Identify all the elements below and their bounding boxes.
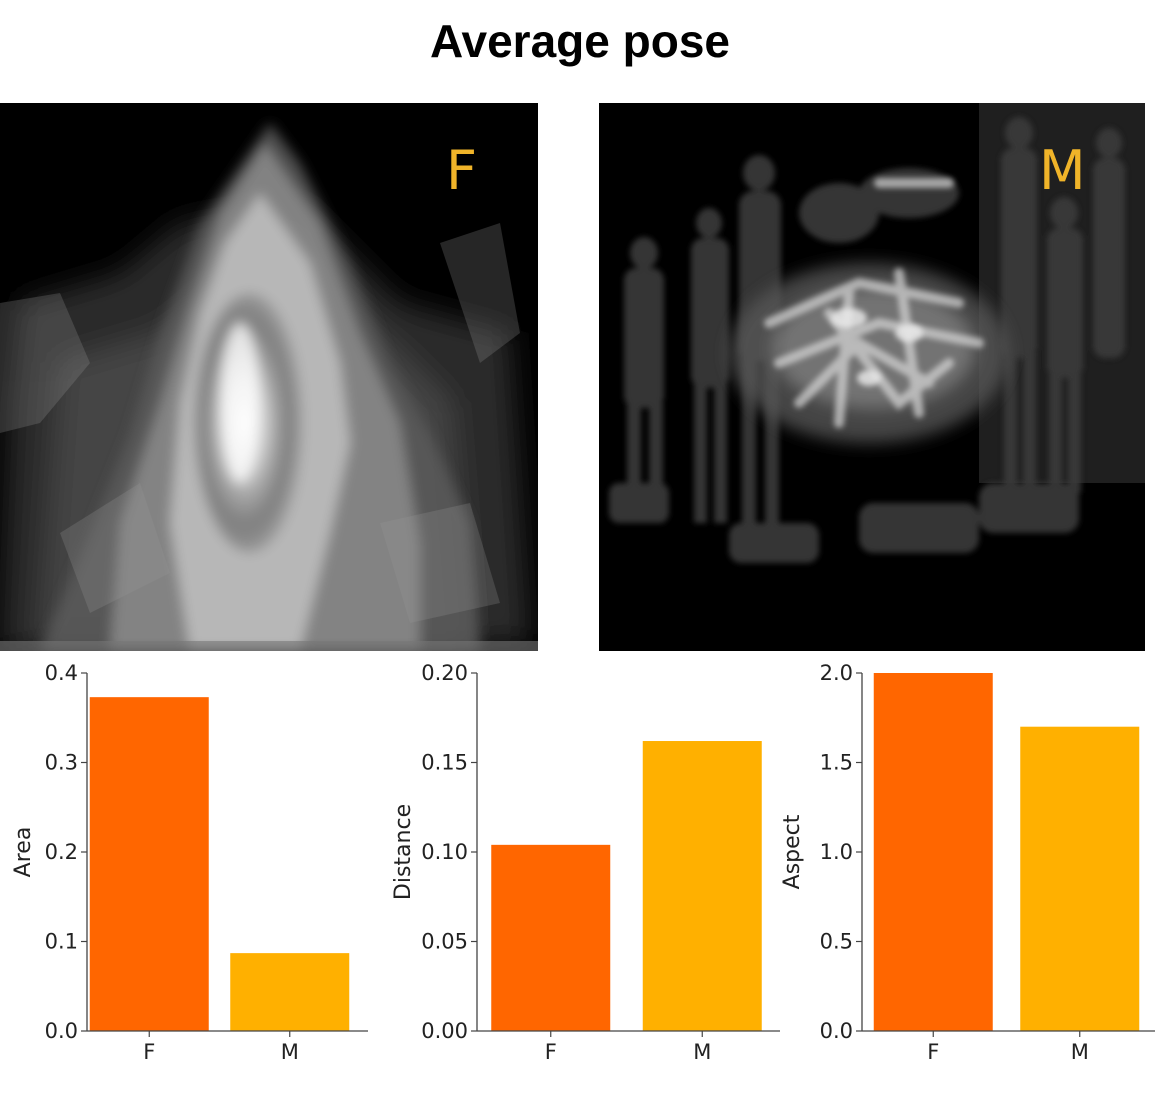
female-label: F: [446, 139, 478, 202]
x-tick-label: M: [1071, 1040, 1089, 1064]
y-tick-label: 0.15: [421, 751, 468, 775]
y-tick-label: 0.3: [45, 751, 78, 775]
y-tick-label: 0.0: [820, 1019, 853, 1043]
y-axis-title: Distance: [391, 804, 416, 900]
male-label: M: [1039, 139, 1086, 202]
x-tick-label: M: [693, 1040, 711, 1064]
y-axis-title: Aspect: [780, 814, 805, 889]
bar-M: [642, 741, 762, 1031]
bar-F: [873, 673, 993, 1031]
x-tick-label: F: [143, 1040, 155, 1064]
y-tick-label: 0.05: [421, 930, 468, 954]
y-tick-label: 1.5: [820, 751, 853, 775]
aspect-bar-chart-svg: F M 0.0 0.5 1.0 1.5 2.0 Aspect: [780, 661, 1155, 1064]
y-tick-label: 0.00: [421, 1019, 468, 1043]
y-tick-label: 0.4: [45, 661, 78, 685]
area-bar-chart: F M 0.0 0.1 0.2 0.3 0.4 Area: [0, 655, 390, 1075]
y-tick-label: 0.2: [45, 840, 78, 864]
y-tick-label: 0.5: [820, 930, 853, 954]
x-tick-label: F: [927, 1040, 939, 1064]
distance-bar-chart-svg: F M 0.00 0.05 0.10 0.15 0.20 Distance: [391, 661, 780, 1064]
male-average-pose-image: M: [599, 103, 1145, 651]
y-tick-label: 0.0: [45, 1019, 78, 1043]
distance-bar-chart: F M 0.00 0.05 0.10 0.15 0.20 Distance: [390, 655, 780, 1075]
x-tick-label: F: [545, 1040, 557, 1064]
y-tick-label: 1.0: [820, 840, 853, 864]
aspect-bar-chart: F M 0.0 0.5 1.0 1.5 2.0 Aspect: [770, 655, 1160, 1075]
y-tick-label: 0.10: [421, 840, 468, 864]
bar-M: [1020, 726, 1140, 1031]
y-tick-label: 0.1: [45, 930, 78, 954]
bar-F: [89, 697, 209, 1031]
female-average-pose-image: F: [0, 103, 538, 651]
y-axis-title: Area: [11, 827, 36, 878]
y-tick-label: 0.20: [421, 661, 468, 685]
area-bar-chart-svg: F M 0.0 0.1 0.2 0.3 0.4 Area: [11, 661, 368, 1064]
figure-title: Average pose: [430, 15, 730, 67]
y-tick-label: 2.0: [820, 661, 853, 685]
bar-F: [491, 844, 611, 1031]
x-tick-label: M: [281, 1040, 299, 1064]
bar-M: [230, 953, 350, 1031]
